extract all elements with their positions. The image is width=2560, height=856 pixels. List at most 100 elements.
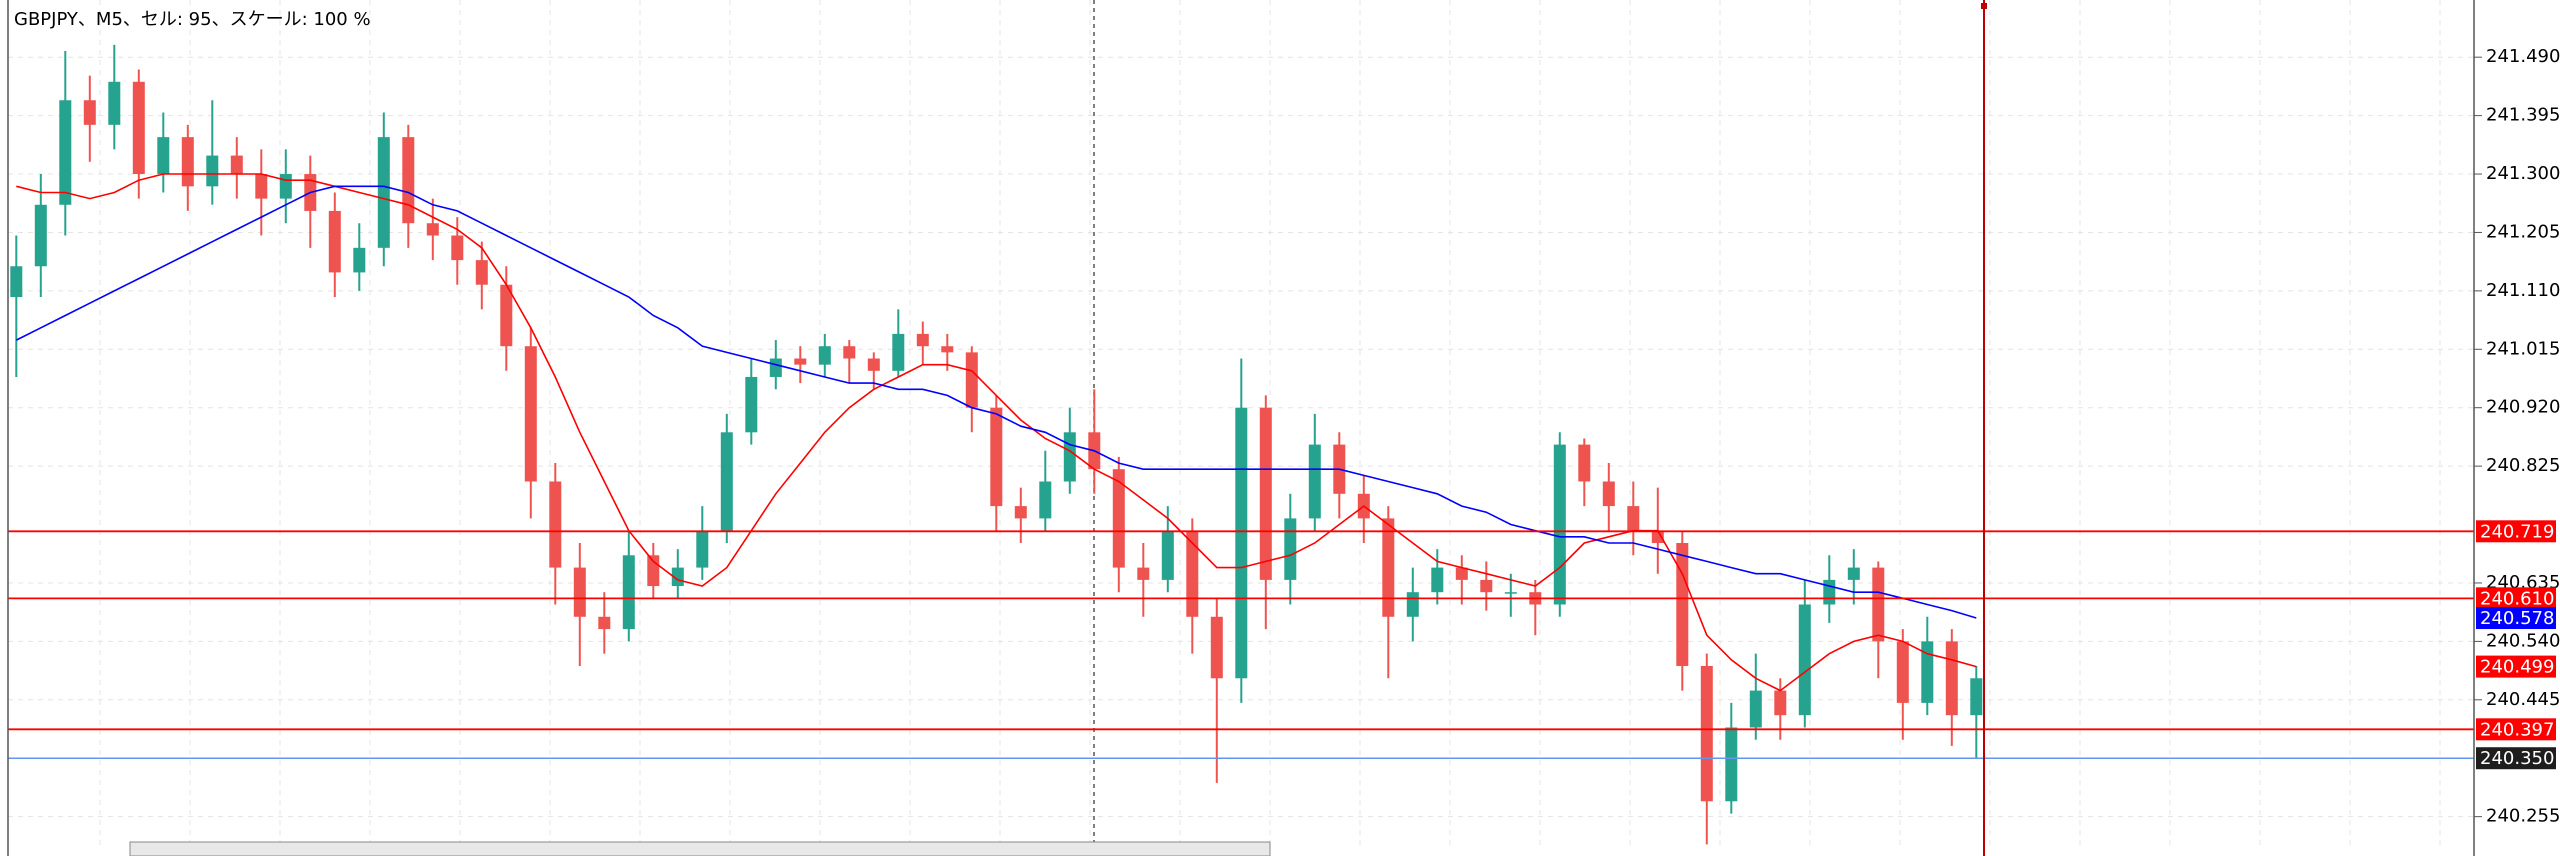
candle-body xyxy=(1945,641,1958,716)
candle-body xyxy=(328,210,341,273)
price-label: 240.350 xyxy=(2480,748,2554,769)
candle-body xyxy=(83,100,96,125)
candle-body xyxy=(402,137,415,224)
candle-body xyxy=(1284,518,1297,580)
candle-body xyxy=(1676,542,1689,666)
y-tick-label: 241.205 xyxy=(2486,221,2560,242)
candle-body xyxy=(622,555,635,630)
candle-body xyxy=(475,260,488,285)
y-tick-label: 241.490 xyxy=(2486,46,2560,67)
candle-body xyxy=(1872,567,1885,642)
candle-body xyxy=(818,346,831,365)
candle-body xyxy=(181,137,194,187)
price-axis: 241.490 241.395 241.300 241.205 241.110 241.0… xyxy=(2474,46,2560,827)
candle-body xyxy=(549,481,562,568)
candle-body xyxy=(769,358,782,377)
candle-body xyxy=(1480,579,1493,593)
candle-body xyxy=(1259,407,1272,580)
candle-body xyxy=(745,376,758,433)
candle-body xyxy=(1186,530,1199,617)
candle-body xyxy=(1921,641,1934,703)
candle-body xyxy=(1235,407,1248,679)
y-tick-label: 241.300 xyxy=(2486,163,2560,184)
y-tick-label: 240.445 xyxy=(2486,689,2560,710)
candle-body xyxy=(598,616,611,630)
candle-body xyxy=(500,284,513,347)
candle-body xyxy=(1651,530,1664,543)
y-tick-label: 240.920 xyxy=(2486,397,2560,418)
candle-body xyxy=(1774,690,1787,716)
price-label: 240.499 xyxy=(2480,657,2554,678)
candle-body xyxy=(1210,616,1223,679)
candle-body xyxy=(1896,641,1909,703)
candle-body xyxy=(451,235,464,261)
candle-body xyxy=(1700,665,1713,802)
candle-body xyxy=(353,247,366,273)
candle-body xyxy=(965,352,978,408)
candle-body xyxy=(696,530,709,568)
price-label: 240.719 xyxy=(2480,521,2554,542)
candle-body xyxy=(1970,678,1983,716)
candle-body xyxy=(1406,592,1419,617)
price-label-box xyxy=(2476,520,2556,543)
marks xyxy=(8,44,2474,845)
candle-body xyxy=(132,81,145,175)
price-label: 240.578 xyxy=(2480,608,2554,629)
candle-body xyxy=(573,567,586,617)
y-tick-label: 241.395 xyxy=(2486,105,2560,126)
price-label: 240.397 xyxy=(2480,719,2554,740)
candle-body xyxy=(34,204,47,267)
price-label-box xyxy=(2476,587,2556,610)
candle-body xyxy=(1431,567,1444,593)
moving-average-line xyxy=(15,185,1977,619)
candle-body xyxy=(990,407,1003,507)
y-tick-label: 240.540 xyxy=(2486,630,2560,651)
candle-body xyxy=(1455,567,1468,580)
candle-body xyxy=(1725,727,1738,802)
candle-body xyxy=(1112,469,1125,568)
candle-body xyxy=(647,555,660,587)
candle-body xyxy=(1749,690,1762,728)
price-label-box xyxy=(2476,747,2556,770)
candle-body xyxy=(1308,444,1321,519)
candle-body xyxy=(255,174,268,199)
price-label: 240.610 xyxy=(2480,588,2554,609)
candle-body xyxy=(1602,481,1615,507)
candle-body xyxy=(59,100,72,205)
candle-body xyxy=(1137,567,1150,580)
candle-body xyxy=(1063,432,1076,482)
candle-body xyxy=(843,346,856,359)
separator-handle xyxy=(1981,3,1987,9)
candle-body xyxy=(230,155,243,175)
candle-body xyxy=(916,333,929,347)
candle-body xyxy=(1039,481,1052,519)
candle-body xyxy=(108,81,121,125)
candle-body xyxy=(1578,444,1591,482)
scrollbar[interactable] xyxy=(129,841,1271,856)
candle-body xyxy=(1823,579,1836,605)
candle-body xyxy=(10,266,23,298)
candle-body xyxy=(1161,530,1174,580)
price-label-box xyxy=(2476,718,2556,741)
candle-body xyxy=(1504,592,1517,594)
candle-body xyxy=(1627,506,1640,531)
y-tick-label: 240.825 xyxy=(2486,455,2560,476)
candle-body xyxy=(1382,518,1395,617)
candle-body xyxy=(524,346,537,482)
candle-body xyxy=(206,155,219,187)
candle-body xyxy=(157,137,170,175)
candle-body xyxy=(1553,444,1566,605)
candle-body xyxy=(867,358,880,371)
y-tick-label: 240.255 xyxy=(2486,806,2560,827)
candle-body xyxy=(279,174,292,199)
candle-body xyxy=(426,223,439,236)
y-tick-label: 241.015 xyxy=(2486,338,2560,359)
candle-body xyxy=(941,346,954,353)
candle-body xyxy=(1014,506,1027,519)
candle-body xyxy=(1798,604,1811,716)
candle-body xyxy=(794,358,807,365)
candle-body xyxy=(377,137,390,248)
